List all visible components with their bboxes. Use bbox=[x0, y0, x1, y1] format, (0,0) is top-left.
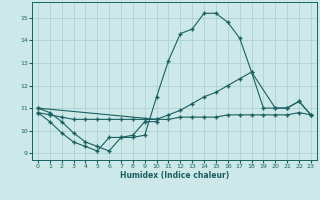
X-axis label: Humidex (Indice chaleur): Humidex (Indice chaleur) bbox=[120, 171, 229, 180]
